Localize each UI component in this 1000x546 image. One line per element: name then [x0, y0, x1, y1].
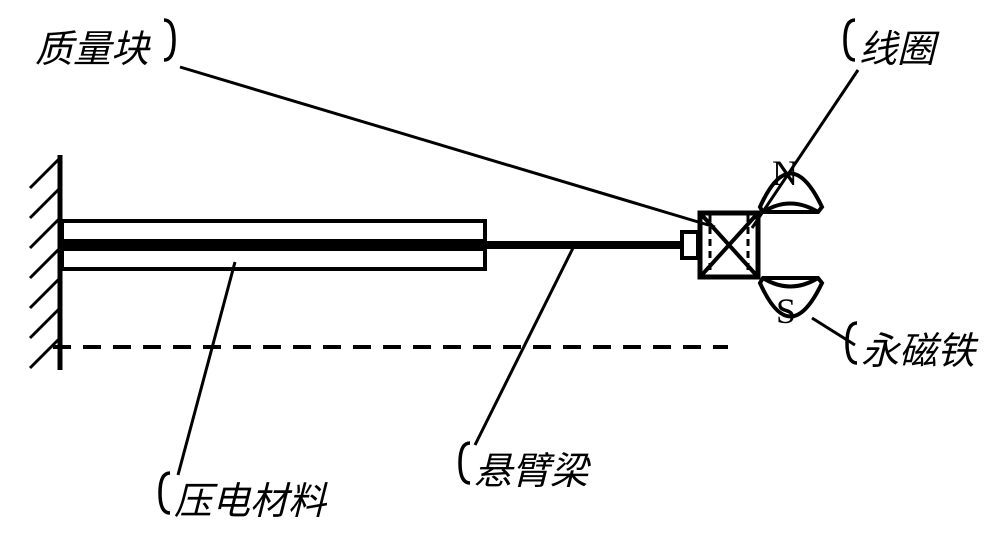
- wall-hatching: [30, 158, 60, 368]
- label-cantilever-beam: 悬臂梁: [474, 440, 588, 495]
- label-n-pole: N: [772, 152, 798, 194]
- piezo-bottom: [62, 249, 485, 269]
- bracket-beam: [460, 443, 470, 483]
- label-s-pole: S: [776, 290, 796, 332]
- leader-mass: [180, 67, 715, 227]
- label-mass-block: 质量块: [35, 18, 149, 73]
- leader-piezo: [178, 262, 235, 475]
- bracket-mass: [164, 20, 174, 60]
- bracket-piezo: [160, 473, 170, 513]
- label-coil: 线圈: [859, 18, 935, 73]
- connector-stub: [682, 232, 698, 258]
- piezo-top: [62, 221, 485, 241]
- label-piezo-material: 压电材料: [174, 470, 326, 525]
- bracket-coil: [845, 20, 855, 60]
- label-permanent-magnet: 永磁铁: [861, 320, 975, 375]
